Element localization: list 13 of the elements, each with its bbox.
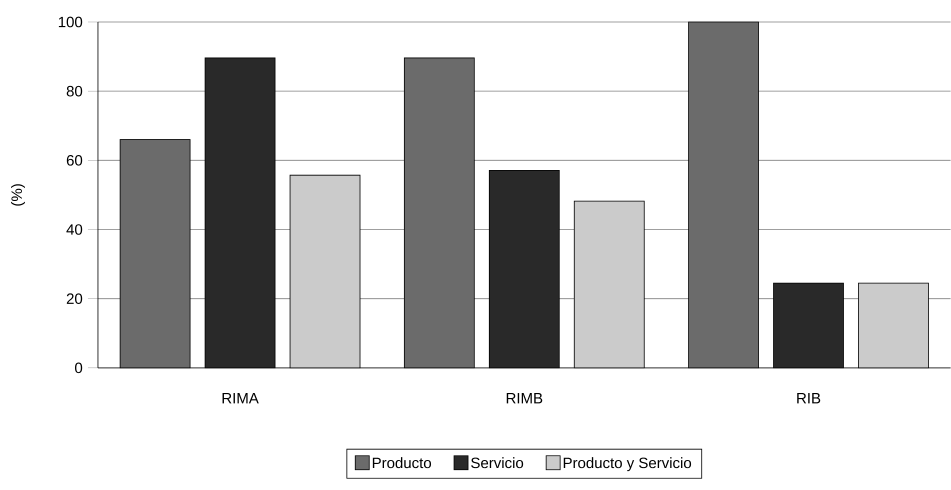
y-axis-title: (%) [11,184,25,206]
legend-label: Servicio [471,457,524,468]
y-tick-label: 20 [66,293,82,304]
y-tick-label: 40 [66,224,82,235]
y-tick-label: 80 [66,86,82,97]
x-tick-label: RIB [797,393,820,404]
x-tick-label: RIMA [222,393,259,404]
legend-label: Producto y Servicio [564,457,692,472]
legend-label: Producto [372,457,432,468]
x-tick-label: RIMB [506,393,542,404]
y-tick-label: 100 [58,16,82,28]
y-tick-label: 60 [66,155,82,166]
y-tick-label: 0 [75,362,82,374]
